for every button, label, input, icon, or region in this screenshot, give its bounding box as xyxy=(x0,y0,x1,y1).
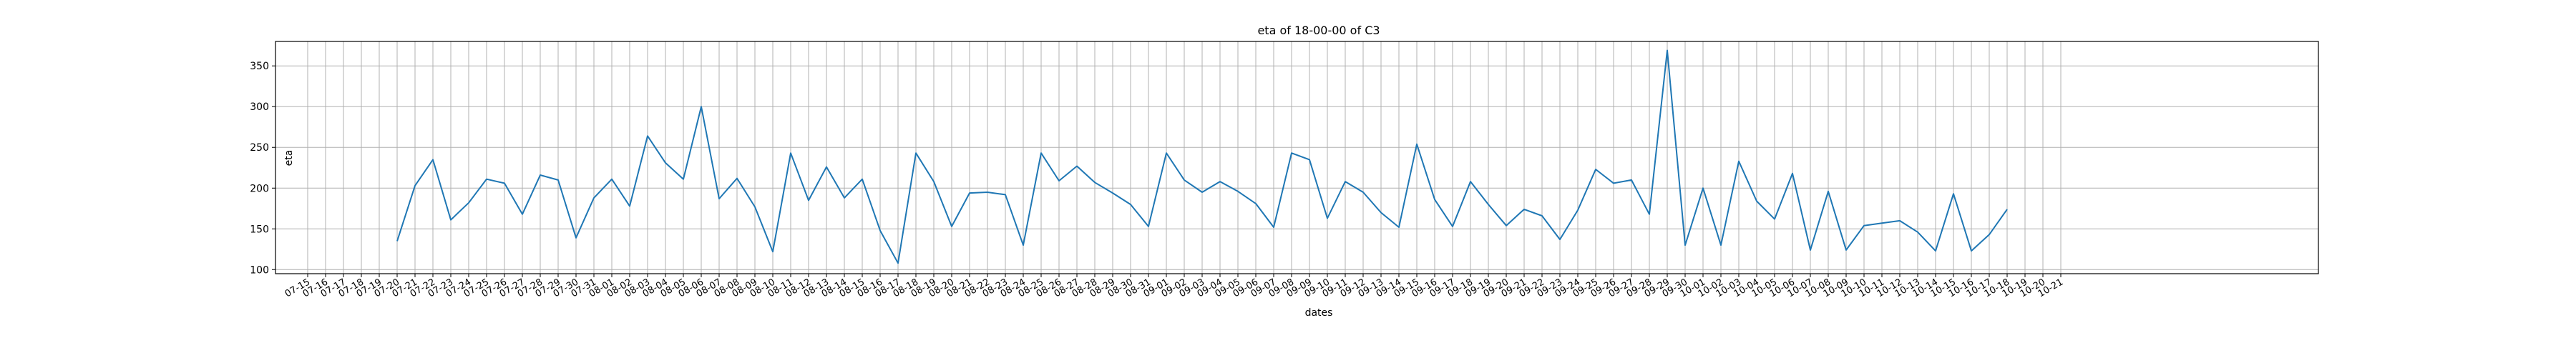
y-tick-label: 300 xyxy=(250,101,269,113)
y-tick-label: 350 xyxy=(250,61,269,72)
chart-title: eta of 18-00-00 of C3 xyxy=(1257,24,1380,37)
y-tick-label: 100 xyxy=(250,264,269,276)
y-tick-label: 200 xyxy=(250,183,269,194)
y-tick-label: 250 xyxy=(250,142,269,154)
series-line xyxy=(396,49,2008,264)
y-tick-label: 150 xyxy=(250,224,269,235)
x-axis: 07-1507-1607-1707-1807-1907-2007-2107-22… xyxy=(283,274,2065,299)
x-axis-label: dates xyxy=(1305,307,1333,319)
y-axis: 100 150 200 250 300 350 xyxy=(250,61,275,276)
y-axis-label: eta xyxy=(283,150,295,166)
plot-frame xyxy=(275,41,2319,274)
grid xyxy=(275,41,2318,274)
